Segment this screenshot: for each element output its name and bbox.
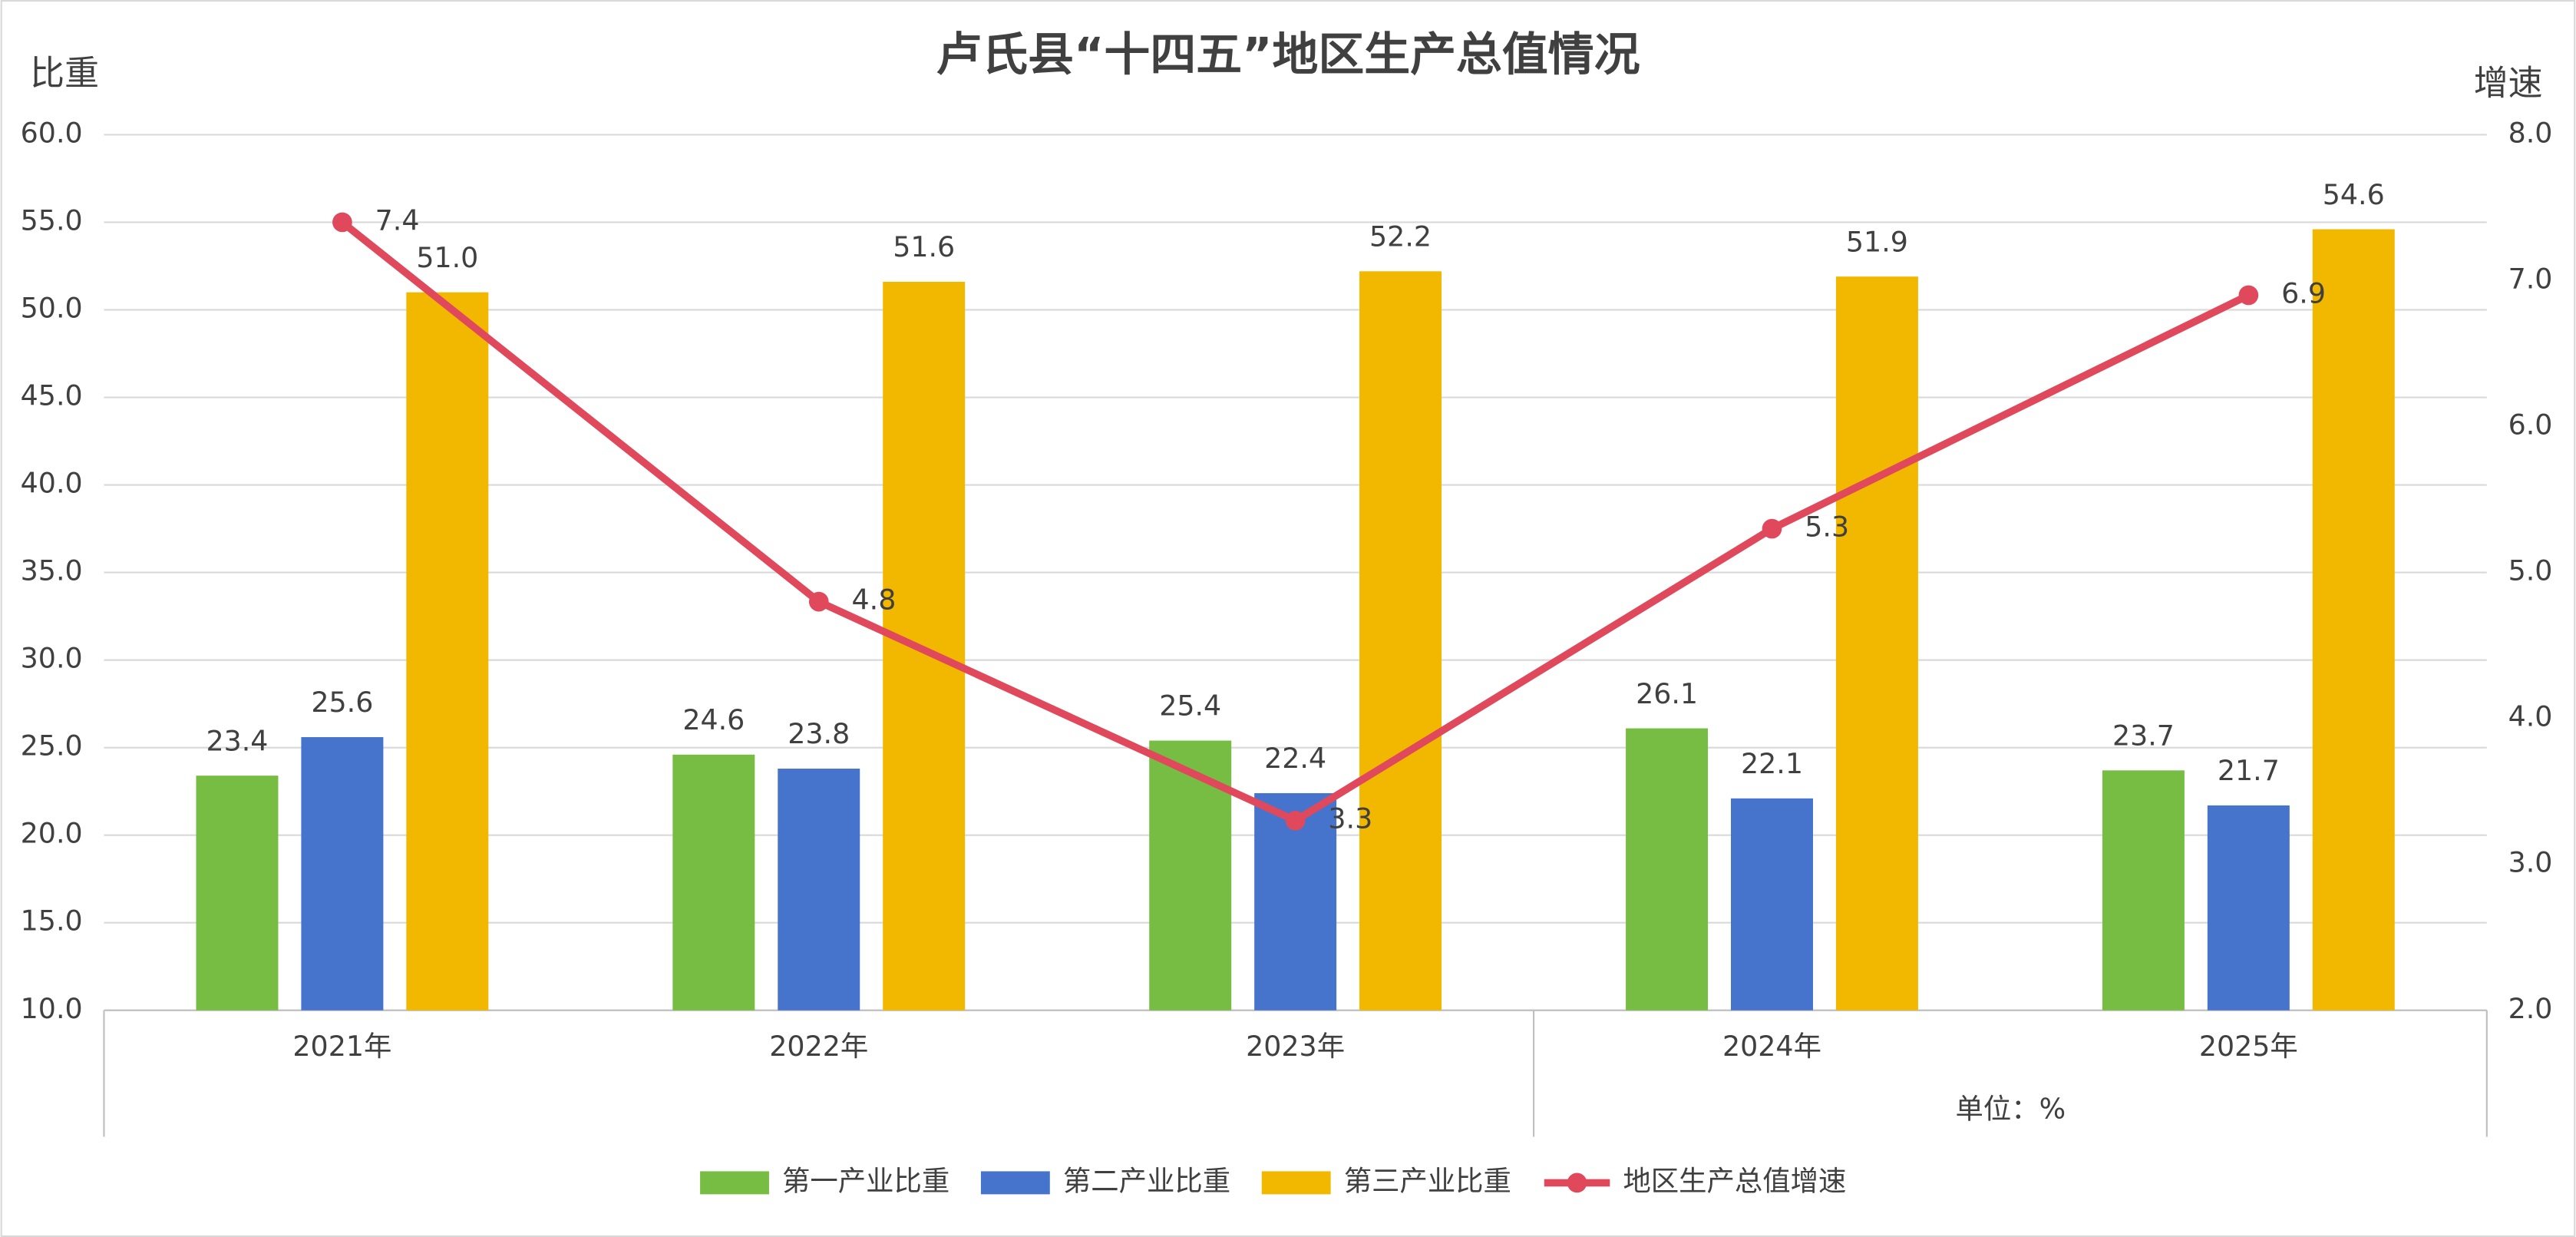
grid xyxy=(104,134,2487,924)
y2-tick-label: 8.0 xyxy=(2508,116,2553,149)
data-label: 52.2 xyxy=(1369,220,1432,253)
line-point xyxy=(332,212,352,233)
y2-tick-label: 3.0 xyxy=(2508,846,2553,879)
bar xyxy=(196,776,279,1010)
bar xyxy=(301,736,384,1010)
x-tick-label: 2025年 xyxy=(2199,1030,2298,1063)
bar xyxy=(1835,276,1918,1010)
y-tick-label: 35.0 xyxy=(21,554,83,587)
y-axis-label: 比重 xyxy=(30,52,99,93)
bar xyxy=(1149,740,1232,1010)
y2-tick-label: 7.0 xyxy=(2508,262,2553,295)
y2-tick-label: 5.0 xyxy=(2508,554,2553,587)
line-point xyxy=(1285,810,1306,831)
data-label: 5.3 xyxy=(1805,511,1849,544)
data-label: 22.1 xyxy=(1741,747,1803,780)
legend-label: 地区生产总值增速 xyxy=(1623,1164,1846,1197)
bar xyxy=(2312,229,2395,1010)
bar xyxy=(1731,798,1813,1010)
data-label: 3.3 xyxy=(1328,802,1372,835)
x-tick-label: 2022年 xyxy=(769,1030,868,1063)
data-label: 23.7 xyxy=(2112,719,2175,752)
y-tick-label: 40.0 xyxy=(21,467,83,500)
bar xyxy=(1359,271,1442,1010)
line-point xyxy=(1762,518,1782,539)
x-tick-label: 2021年 xyxy=(292,1030,391,1063)
legend-swatch xyxy=(1567,1173,1587,1193)
line-point xyxy=(808,591,829,612)
legend-label: 第三产业比重 xyxy=(1344,1164,1511,1197)
y-tick-label: 50.0 xyxy=(21,291,83,324)
y-tick-label: 30.0 xyxy=(21,642,83,675)
data-label: 51.6 xyxy=(893,230,955,263)
y2-axis-label: 增速 xyxy=(2474,62,2543,103)
bar xyxy=(778,769,860,1010)
x-tick-label: 2023年 xyxy=(1246,1030,1345,1063)
y2-tick-label: 2.0 xyxy=(2508,992,2553,1025)
data-label: 21.7 xyxy=(2218,754,2280,787)
legend-label: 第一产业比重 xyxy=(782,1164,949,1197)
bar xyxy=(672,754,755,1010)
y-tick-label: 10.0 xyxy=(21,992,83,1025)
data-label: 26.1 xyxy=(1636,677,1698,710)
bar xyxy=(2207,805,2290,1010)
chart-title: 卢氏县“十四五”地区生产总值情况 xyxy=(936,28,1640,81)
data-label: 23.4 xyxy=(206,724,268,757)
bar xyxy=(1626,728,1709,1010)
unit-note: 单位：% xyxy=(1956,1092,2066,1125)
legend-swatch xyxy=(1261,1171,1331,1195)
line-point xyxy=(2238,285,2259,306)
legend-swatch xyxy=(700,1171,769,1195)
y2-tick-label: 4.0 xyxy=(2508,700,2553,733)
data-label: 22.4 xyxy=(1264,742,1326,775)
y-tick-label: 60.0 xyxy=(21,116,83,149)
data-label: 23.8 xyxy=(788,717,850,750)
data-label: 51.9 xyxy=(1846,225,1908,258)
y-tick-label: 20.0 xyxy=(21,817,83,850)
y-tick-label: 25.0 xyxy=(21,729,83,762)
legend-swatch xyxy=(980,1171,1050,1195)
bar xyxy=(2102,770,2185,1010)
data-label: 25.4 xyxy=(1159,690,1221,723)
y-tick-label: 45.0 xyxy=(21,379,83,412)
y2-tick-label: 6.0 xyxy=(2508,408,2553,442)
y-tick-label: 15.0 xyxy=(21,905,83,938)
data-label: 4.8 xyxy=(852,584,897,617)
legend-label: 第二产业比重 xyxy=(1063,1164,1230,1197)
data-label: 6.9 xyxy=(2281,276,2326,309)
data-label: 24.6 xyxy=(682,703,745,736)
data-label: 51.0 xyxy=(416,241,478,274)
x-tick-label: 2024年 xyxy=(1722,1030,1821,1063)
data-label: 25.6 xyxy=(311,686,373,719)
data-label: 54.6 xyxy=(2323,178,2385,211)
bar xyxy=(406,292,489,1010)
data-label: 7.4 xyxy=(375,203,420,236)
y-tick-label: 55.0 xyxy=(21,203,83,236)
